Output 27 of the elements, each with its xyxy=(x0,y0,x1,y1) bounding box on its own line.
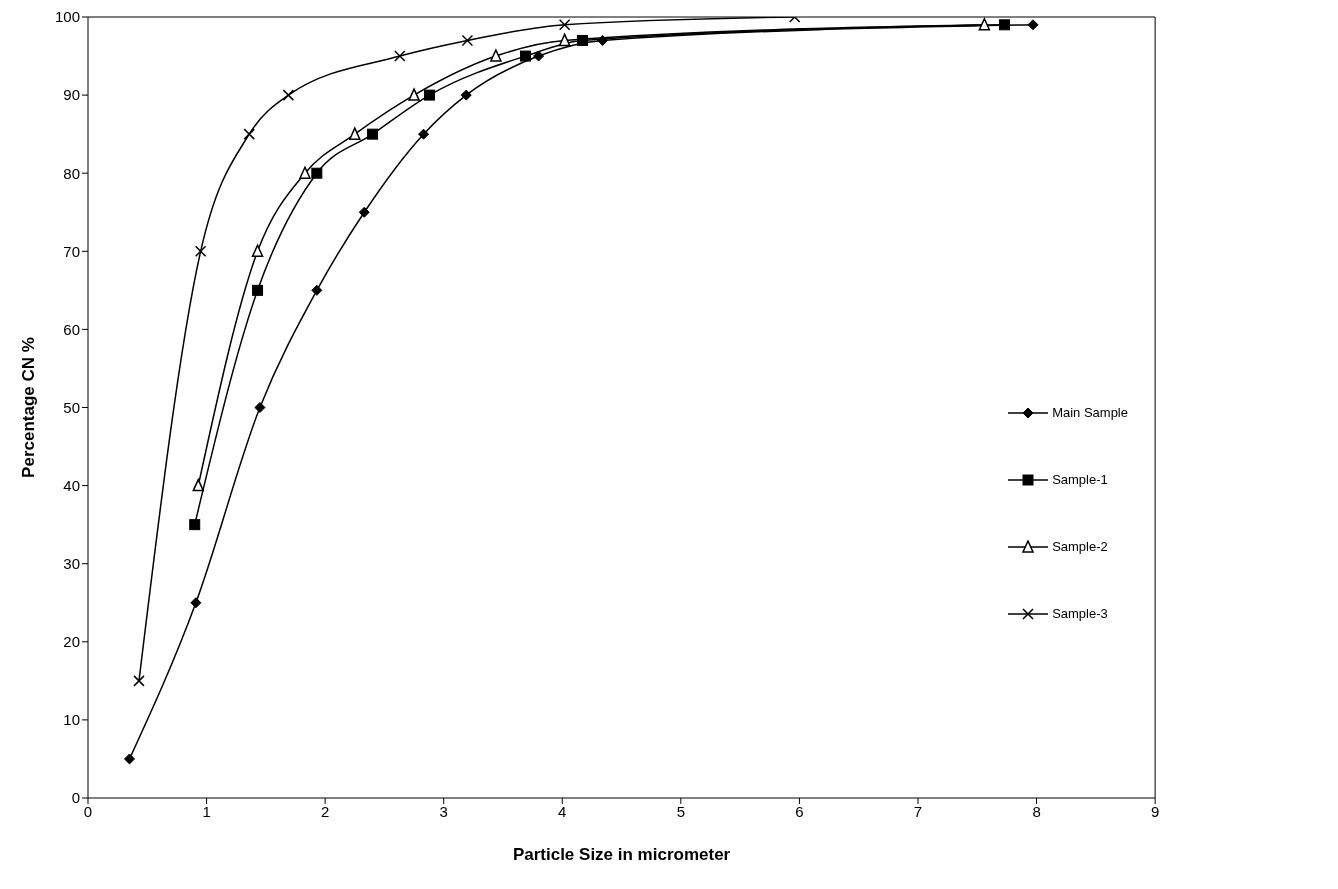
y-tick-label: 70 xyxy=(63,242,80,260)
x-tick-label: 5 xyxy=(676,802,686,820)
y-tick-label: 60 xyxy=(63,320,80,338)
y-tick-label: 0 xyxy=(71,789,80,807)
y-tick-label: 10 xyxy=(63,711,80,729)
y-tick-label: 80 xyxy=(63,164,80,182)
x-tick-label: 2 xyxy=(320,802,330,820)
y-tick-label: 50 xyxy=(63,398,80,416)
legend-label: Sample-2 xyxy=(1052,539,1108,554)
y-tick-label: 30 xyxy=(63,555,80,573)
x-axis-title: Particle Size in micrometer xyxy=(512,845,731,865)
x-tick-label: 9 xyxy=(1150,802,1160,820)
x-tick-label: 3 xyxy=(439,802,448,820)
x-tick-label: 8 xyxy=(1032,802,1041,820)
x-tick-label: 6 xyxy=(795,802,804,820)
x-tick-label: 0 xyxy=(83,802,93,820)
x-tick-label: 7 xyxy=(913,802,923,820)
y-tick-label: 100 xyxy=(54,8,80,26)
legend-label: Main Sample xyxy=(1052,405,1128,420)
y-tick-label: 90 xyxy=(63,86,80,104)
legend-label: Sample-1 xyxy=(1052,472,1108,487)
x-tick-label: 4 xyxy=(558,802,567,820)
legend-label: Sample-3 xyxy=(1052,606,1108,621)
y-axis-title: Percentage CN % xyxy=(19,337,39,478)
y-tick-label: 40 xyxy=(63,476,80,494)
x-tick-label: 1 xyxy=(202,802,211,820)
y-tick-label: 20 xyxy=(63,633,80,651)
